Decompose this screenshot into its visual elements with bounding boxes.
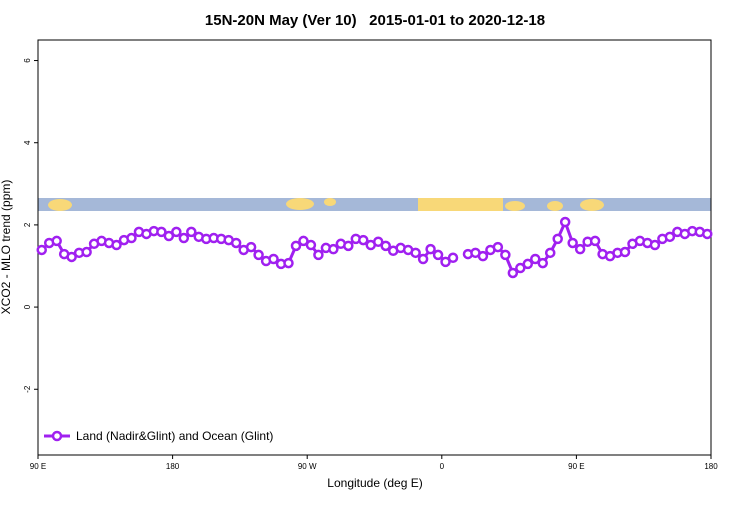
data-point — [163, 230, 175, 242]
x-tick-label: 180 — [704, 462, 718, 471]
data-point — [544, 247, 556, 259]
data-point — [447, 252, 459, 264]
data-point — [530, 253, 541, 265]
data-point — [664, 231, 676, 243]
data-point — [522, 258, 534, 270]
data-point — [268, 253, 279, 265]
x-tick-label: 0 — [440, 462, 445, 471]
data-point — [36, 244, 47, 256]
chart-title: 15N-20N May (Ver 10) 2015-01-01 to 2020-… — [205, 12, 545, 29]
data-point — [589, 235, 601, 247]
data-point — [283, 257, 294, 269]
data-point — [425, 243, 436, 255]
data-point — [358, 234, 369, 246]
data-point — [500, 249, 511, 261]
data-point — [111, 239, 122, 251]
y-tick-label: 4 — [23, 140, 32, 145]
data-point — [507, 267, 519, 279]
data-point — [619, 246, 631, 258]
x-tick-label: 180 — [166, 462, 180, 471]
y-tick-label: -2 — [23, 385, 32, 393]
data-point — [440, 256, 451, 268]
data-point — [66, 251, 77, 263]
data-point — [702, 228, 713, 240]
data-point — [298, 235, 309, 247]
data-point — [51, 235, 62, 247]
data-point — [178, 232, 190, 244]
data-point — [313, 249, 324, 261]
data-point — [230, 237, 242, 249]
map-band — [38, 198, 711, 211]
data-point — [492, 241, 504, 253]
y-tick-label: 6 — [23, 58, 32, 63]
y-tick-label: 0 — [23, 304, 32, 309]
data-point — [559, 216, 571, 228]
data-point — [328, 243, 339, 255]
data-point — [574, 243, 586, 255]
data-point — [567, 237, 578, 249]
data-point — [171, 226, 182, 238]
data-point — [649, 239, 661, 251]
x-tick-label: 90 E — [30, 462, 46, 471]
y-axis-label: XCO2 - MLO trend (ppm) — [0, 180, 13, 315]
data-point — [417, 253, 429, 265]
data-point — [156, 226, 167, 238]
data-point — [305, 239, 317, 251]
x-tick-label: 90 W — [298, 462, 317, 471]
legend-marker — [51, 430, 63, 442]
y-tick-label: 2 — [23, 222, 32, 227]
data-point — [253, 249, 264, 261]
data-point — [245, 241, 257, 253]
data-point — [477, 250, 489, 262]
data-point — [126, 232, 137, 244]
data-point — [372, 236, 384, 247]
data-point — [81, 246, 92, 258]
data-point — [552, 233, 563, 245]
data-point — [290, 240, 302, 252]
x-tick-label: 90 E — [568, 462, 584, 471]
data-point — [515, 262, 526, 274]
data-point — [537, 257, 548, 269]
data-point — [343, 240, 354, 252]
data-point — [186, 226, 197, 238]
legend-label: Land (Nadir&Glint) and Ocean (Glint) — [76, 429, 273, 443]
x-axis-label: Longitude (deg E) — [327, 476, 422, 490]
data-point — [410, 247, 421, 259]
data-point — [432, 249, 444, 261]
data-point — [380, 240, 391, 252]
